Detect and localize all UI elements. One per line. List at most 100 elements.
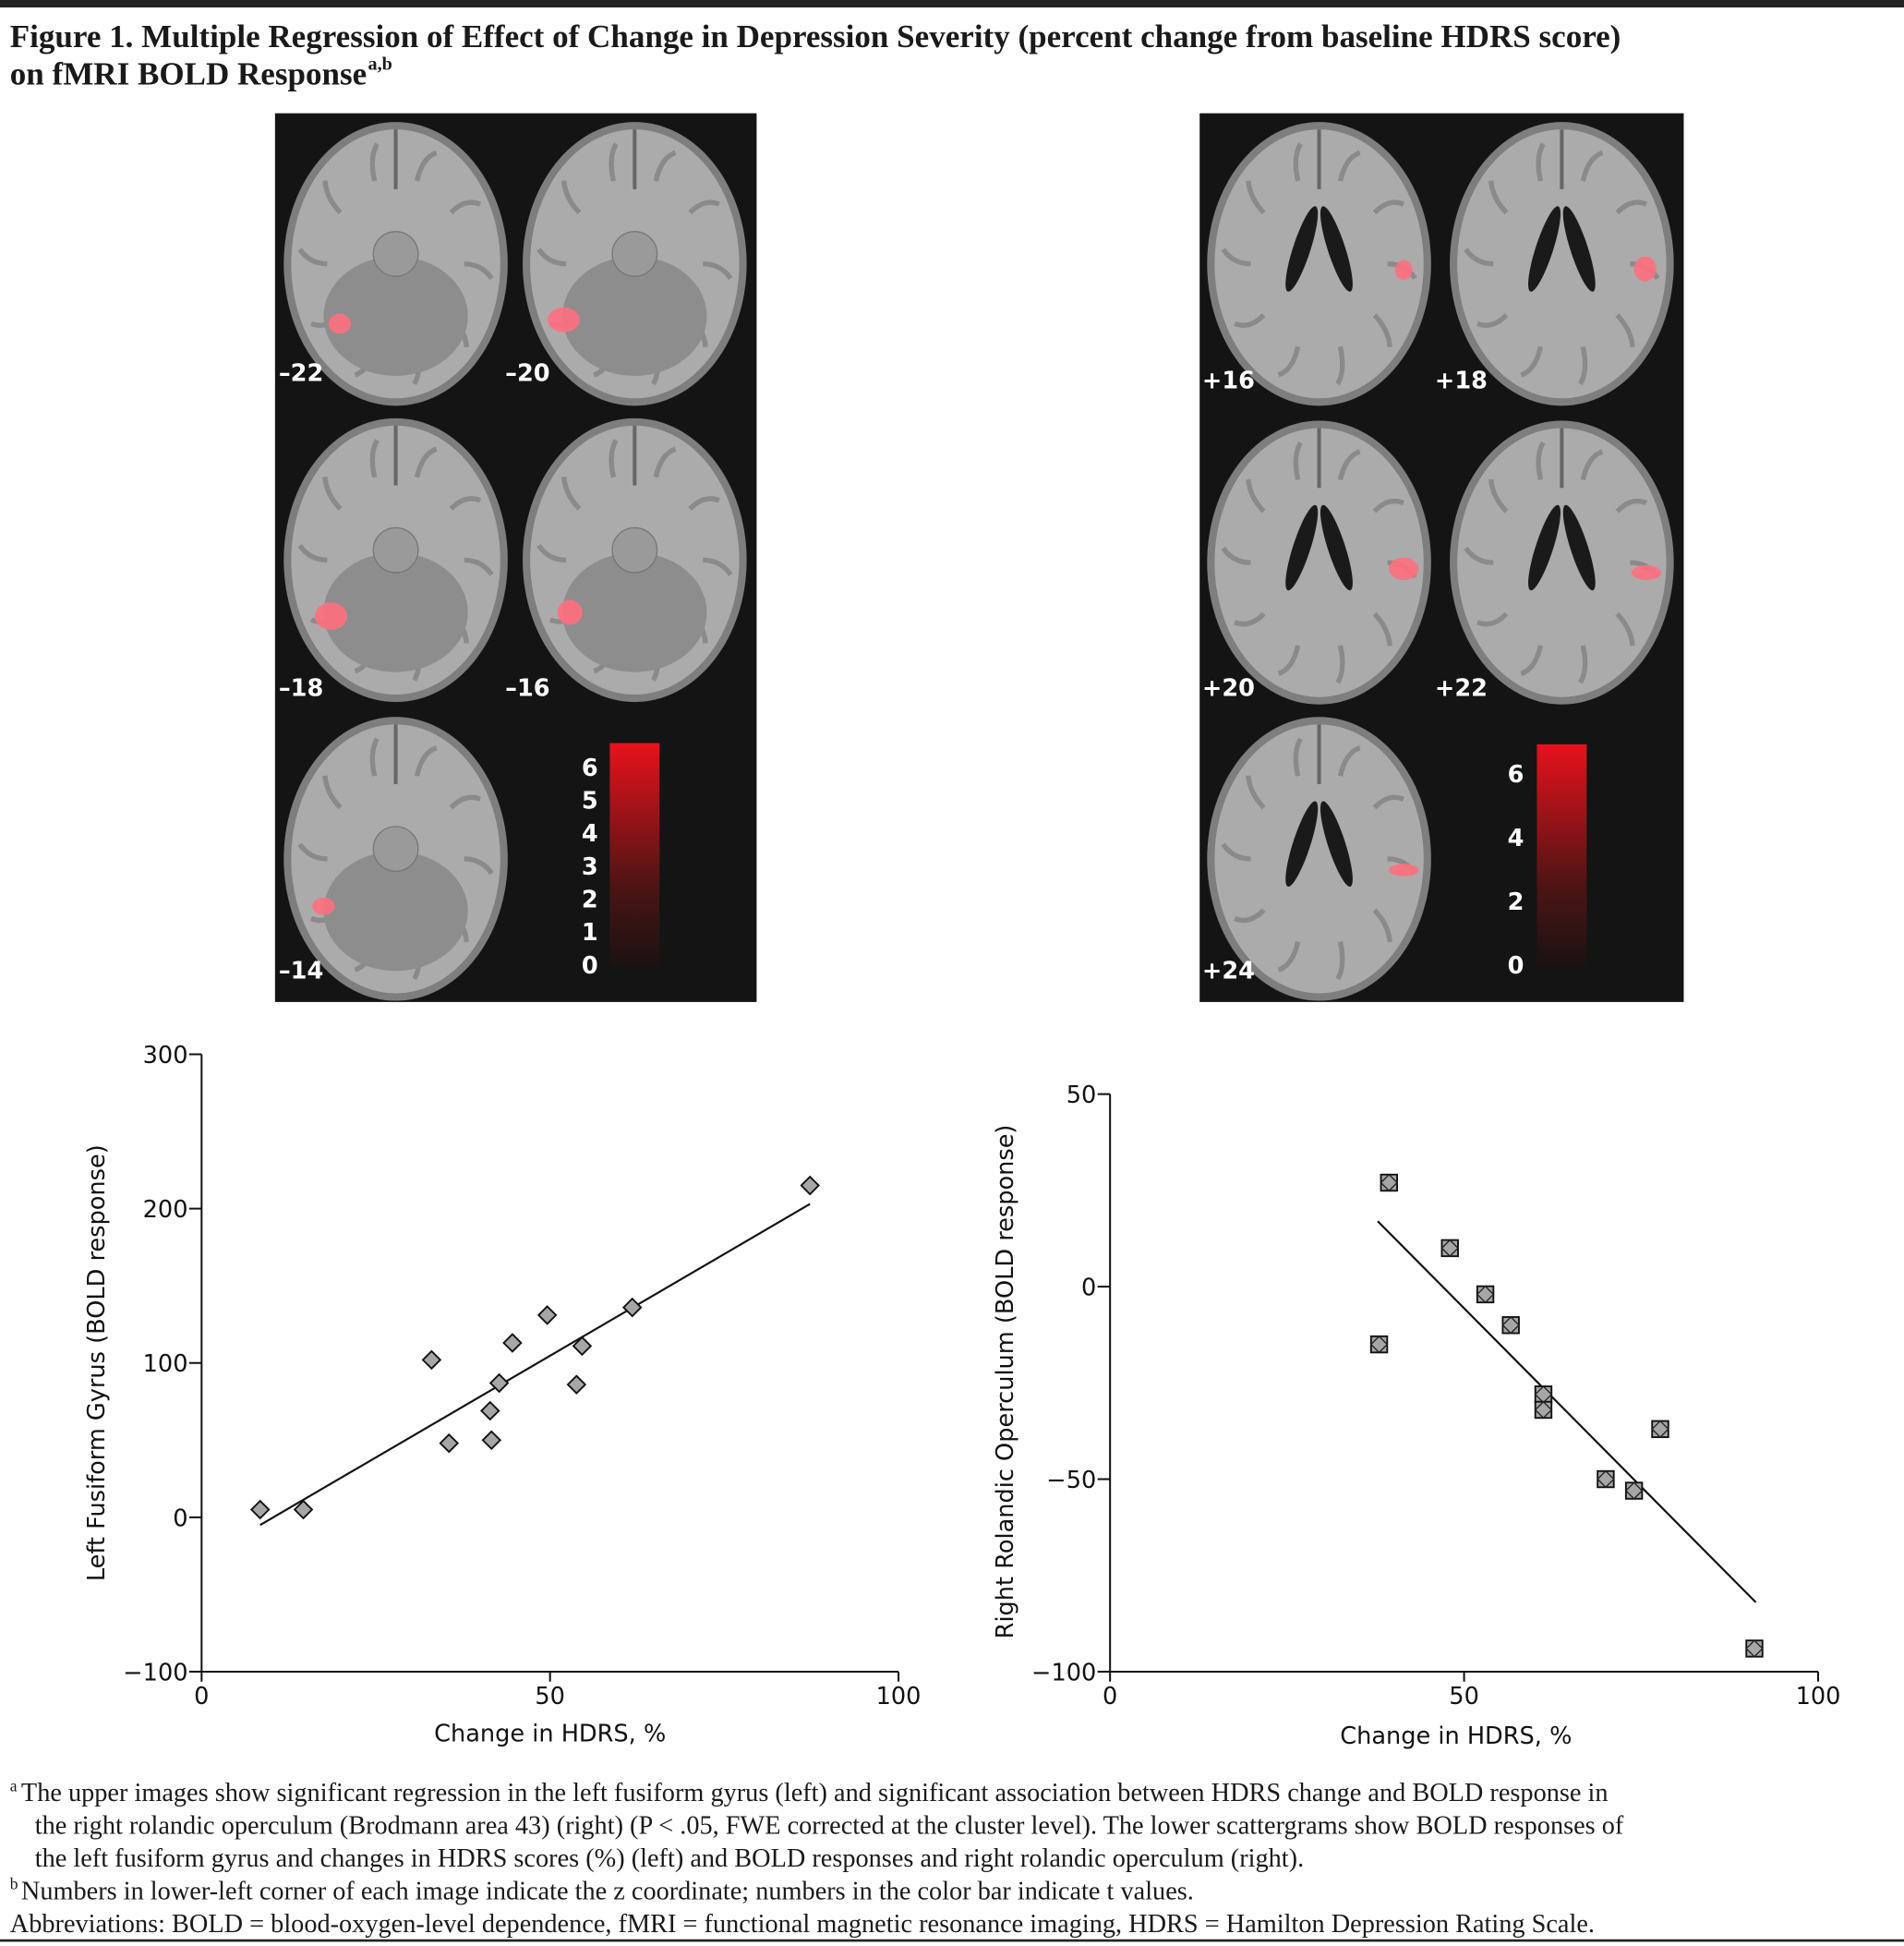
colorbar-tick-label: 6 — [582, 755, 598, 782]
point-diamond — [1534, 1400, 1553, 1420]
gyrus — [1536, 441, 1546, 481]
gyrus — [369, 439, 380, 478]
gyrus — [1476, 313, 1509, 328]
gyrus — [1520, 645, 1544, 677]
gyrus — [688, 199, 720, 215]
slice-label: –16 — [505, 674, 549, 702]
gyrus — [1578, 345, 1588, 386]
point — [1440, 1239, 1459, 1258]
y-tick-label: 0 — [1081, 1275, 1096, 1302]
gyrus — [1293, 737, 1303, 777]
cerebellum — [323, 851, 468, 972]
y-tick-label: 50 — [1066, 1082, 1097, 1109]
cerebellum — [562, 256, 707, 377]
point-square — [1651, 1420, 1669, 1439]
point — [480, 1400, 500, 1421]
brainstem — [372, 526, 419, 574]
ventricle — [1320, 801, 1353, 887]
trend-line — [1377, 1220, 1757, 1603]
point — [1624, 1481, 1644, 1500]
gyrus — [1372, 794, 1405, 810]
gyrus — [1337, 150, 1361, 182]
slice-label: –18 — [279, 674, 323, 702]
ventricle — [1285, 801, 1319, 887]
gyrus — [297, 248, 328, 267]
brain-tissue — [1457, 129, 1667, 399]
point — [1534, 1400, 1553, 1420]
gyrus — [1221, 546, 1251, 565]
point — [439, 1432, 460, 1454]
point-square — [1534, 1400, 1553, 1420]
title-superscript: a,b — [368, 54, 392, 74]
gyrus — [1372, 908, 1392, 943]
point-square — [1440, 1239, 1459, 1258]
gyrus — [1234, 313, 1266, 328]
point-square — [1380, 1173, 1398, 1192]
footnotes: a The upper images show significant regre… — [10, 1776, 1624, 1939]
gyrus — [560, 477, 582, 511]
activation — [547, 307, 581, 332]
point-square — [1501, 1316, 1520, 1335]
slice-label: +20 — [1202, 674, 1255, 702]
gyrus — [1488, 180, 1509, 215]
brain-tissue — [1214, 129, 1424, 399]
x-tick-label: 100 — [876, 1683, 922, 1710]
point — [293, 1499, 314, 1520]
brain-slices: –22 –20 –18 –16 –14 0 1 2 3 4 5 6 +16 +18 +20 +22 +24 0 2 4… — [279, 122, 1674, 1001]
footnote-line: the left fusiform gyrus and changes in H… — [35, 1844, 1304, 1873]
gyrus — [464, 856, 494, 876]
gyrus — [1335, 645, 1345, 684]
gyrus — [1615, 611, 1635, 647]
brain-tissue — [1214, 428, 1424, 697]
point-diamond — [1651, 1420, 1669, 1439]
point — [1476, 1285, 1495, 1304]
x-tick-label: 50 — [1449, 1683, 1479, 1710]
point — [481, 1430, 502, 1451]
brain-slice — [523, 122, 747, 406]
footnote-line: Numbers in lower-left corner of each ima… — [21, 1877, 1194, 1905]
gyrus — [1234, 611, 1266, 627]
x-tick-label: 100 — [1796, 1683, 1841, 1710]
colorbar-tick-label: 6 — [1508, 761, 1524, 789]
gyrus — [297, 544, 328, 563]
gyrus — [1578, 645, 1588, 684]
gyrus — [703, 557, 733, 576]
brainstem — [372, 826, 419, 873]
brainstem — [611, 526, 658, 574]
point-square — [1369, 1335, 1389, 1354]
point — [536, 1305, 558, 1325]
gyrus — [369, 142, 380, 182]
ventricle — [1562, 504, 1596, 591]
gyrus — [464, 261, 494, 281]
point-square — [1597, 1469, 1615, 1489]
point-diamond — [1380, 1173, 1399, 1192]
gyrus — [1615, 313, 1635, 348]
y-tick-label: 200 — [143, 1196, 188, 1224]
colorbar-tick-label: 5 — [582, 788, 598, 816]
colorbar-tick-label: 2 — [1508, 888, 1524, 916]
point — [249, 1499, 271, 1520]
gyrus — [1372, 199, 1405, 215]
point — [1534, 1385, 1553, 1404]
ventricle — [1320, 206, 1353, 292]
colorbar — [1536, 743, 1587, 968]
point-diamond — [1597, 1469, 1615, 1489]
activation — [314, 602, 348, 630]
gyrus — [1277, 941, 1301, 973]
colorbar-tick-label: 0 — [582, 952, 598, 980]
gyrus — [322, 775, 343, 810]
gyrus — [1372, 313, 1392, 348]
bottom-rule — [0, 1939, 1904, 1942]
point — [1651, 1420, 1669, 1439]
gyrus — [1293, 441, 1303, 481]
point-diamond — [1440, 1239, 1459, 1258]
gyrus — [449, 794, 482, 810]
point — [421, 1349, 442, 1371]
slice-label: +22 — [1435, 674, 1488, 702]
gyrus — [369, 737, 380, 777]
gyrus — [1246, 478, 1266, 514]
activation — [1389, 557, 1419, 581]
brain-slice — [1207, 122, 1431, 406]
ventricle — [1285, 504, 1319, 591]
gyrus — [1335, 345, 1345, 386]
